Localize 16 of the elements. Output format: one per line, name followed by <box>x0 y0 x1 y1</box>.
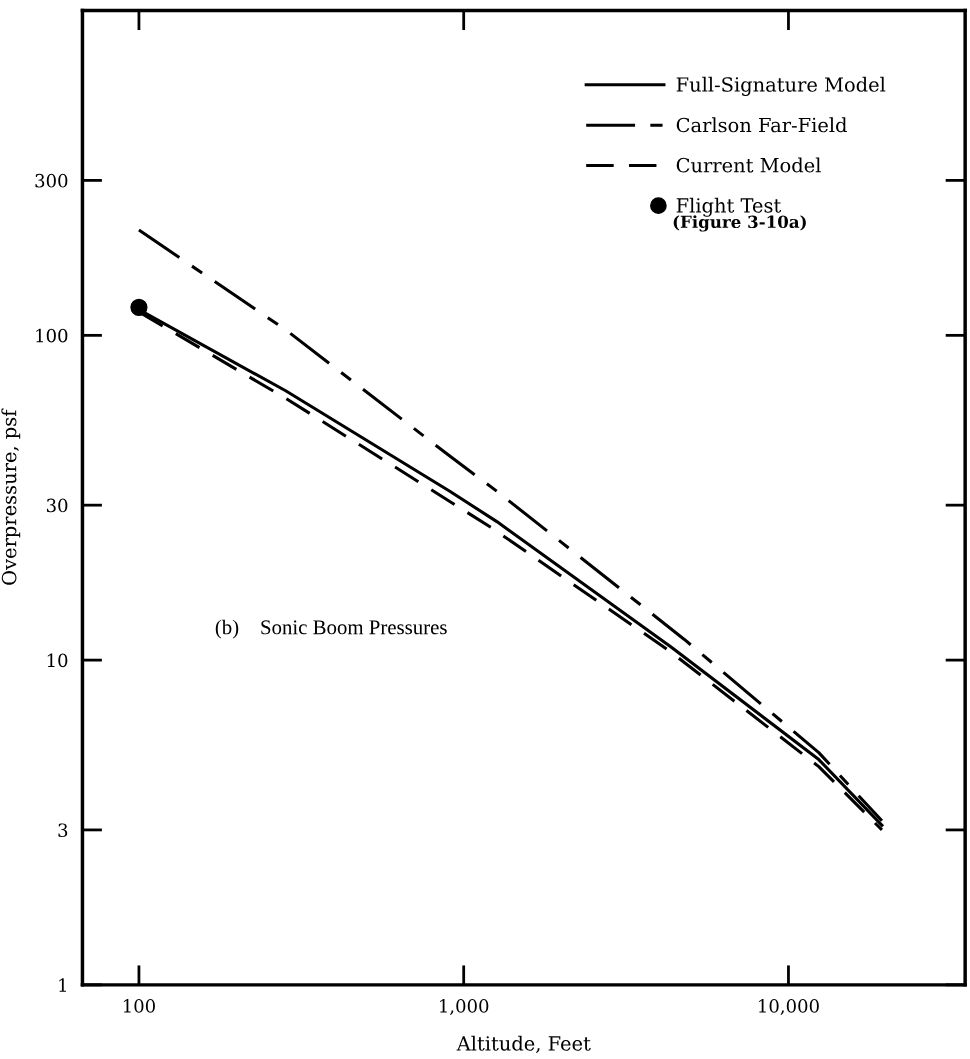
y-tick-label: 1 <box>59 978 66 992</box>
x-tick-label: 1,000 <box>440 999 489 1015</box>
legend-label: Carlson Far-Field <box>676 117 847 133</box>
x-tick-label: 100 <box>123 999 155 1013</box>
y-axis-title: Overpressure, psf <box>1 408 21 585</box>
annotation: (b) Sonic Boom Pressures <box>215 619 447 639</box>
y-tick-label: 3 <box>58 823 68 838</box>
y-tick-label: 30 <box>46 498 68 513</box>
x-axis-title: Altitude, Feet <box>456 1035 591 1054</box>
y-tick-label: 100 <box>36 328 68 343</box>
y-tick-label: 300 <box>35 173 68 188</box>
legend-label: Full-Signature Model <box>676 76 886 96</box>
annotation: (Figure 3-10a) <box>673 215 806 232</box>
x-tick-label: 10,000 <box>759 999 819 1015</box>
legend-label: Current Model <box>676 157 821 173</box>
y-tick-label: 10 <box>47 653 68 668</box>
